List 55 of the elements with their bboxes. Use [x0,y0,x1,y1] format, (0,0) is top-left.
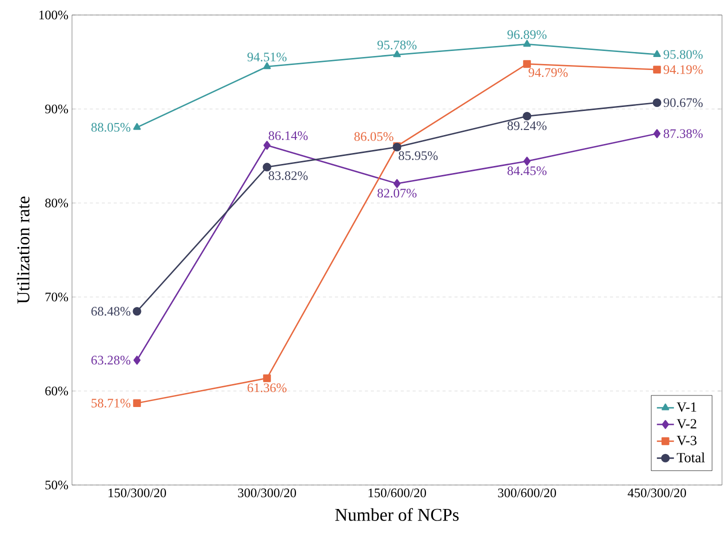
data-label: 88.05% [91,122,130,132]
x-tick-label: 150/600/20 [368,488,426,498]
y-tick-label: 70% [46,292,68,302]
data-label: 95.78% [377,40,417,50]
point [132,307,142,316]
legend-label: V-2 [676,419,696,429]
y-axis-title: Utilization rate [16,196,30,304]
data-label: 94.19% [664,65,703,74]
y-tick-label: 60% [45,386,68,396]
point [133,399,141,408]
point [652,98,662,107]
point [133,356,141,365]
point [523,60,531,68]
point [263,62,271,70]
x-axis-title: Number of NCPs [335,508,459,521]
data-label: 85.95% [398,151,438,160]
point [393,50,401,58]
data-label: 58.71% [92,398,130,408]
x-tick-label: 150/300/20 [108,488,166,498]
point [523,40,531,47]
x-tick-label: 300/600/20 [498,488,556,498]
legend-label: V-3 [676,436,696,446]
data-label: 95.80% [664,50,703,59]
y-tick-label: 90% [45,104,68,114]
point [522,112,532,120]
data-label: 86.05% [354,132,394,141]
point [653,50,661,57]
data-label: 89.24% [508,121,547,130]
y-tick-label: 50% [45,480,68,490]
data-label: 86.14% [268,131,308,140]
data-label: 96.89% [507,30,547,40]
point [653,66,661,74]
data-label: 94.51% [247,52,287,62]
data-label: 63.28% [91,356,130,365]
point [263,374,271,382]
legend-label: V-1 [676,402,696,412]
y-tick-label: 80% [45,198,68,208]
point [133,123,141,130]
x-tick-label: 450/300/20 [628,488,686,498]
data-label: 61.36% [248,383,287,392]
data-label: 84.45% [508,166,547,176]
data-label: 68.48% [91,306,130,316]
data-label: 94.79% [528,68,568,77]
point [523,156,531,166]
point [393,179,401,188]
point [263,140,271,150]
point [653,129,661,138]
legend-label: Total [676,452,705,462]
data-label: 87.38% [664,129,703,138]
x-tick-label: 300/300/20 [238,488,296,498]
y-tick-label: 100% [39,10,68,20]
data-label: 82.07% [378,188,417,198]
point [262,162,272,172]
data-label: 83.82% [268,171,308,180]
data-label: 90.67% [664,98,703,108]
